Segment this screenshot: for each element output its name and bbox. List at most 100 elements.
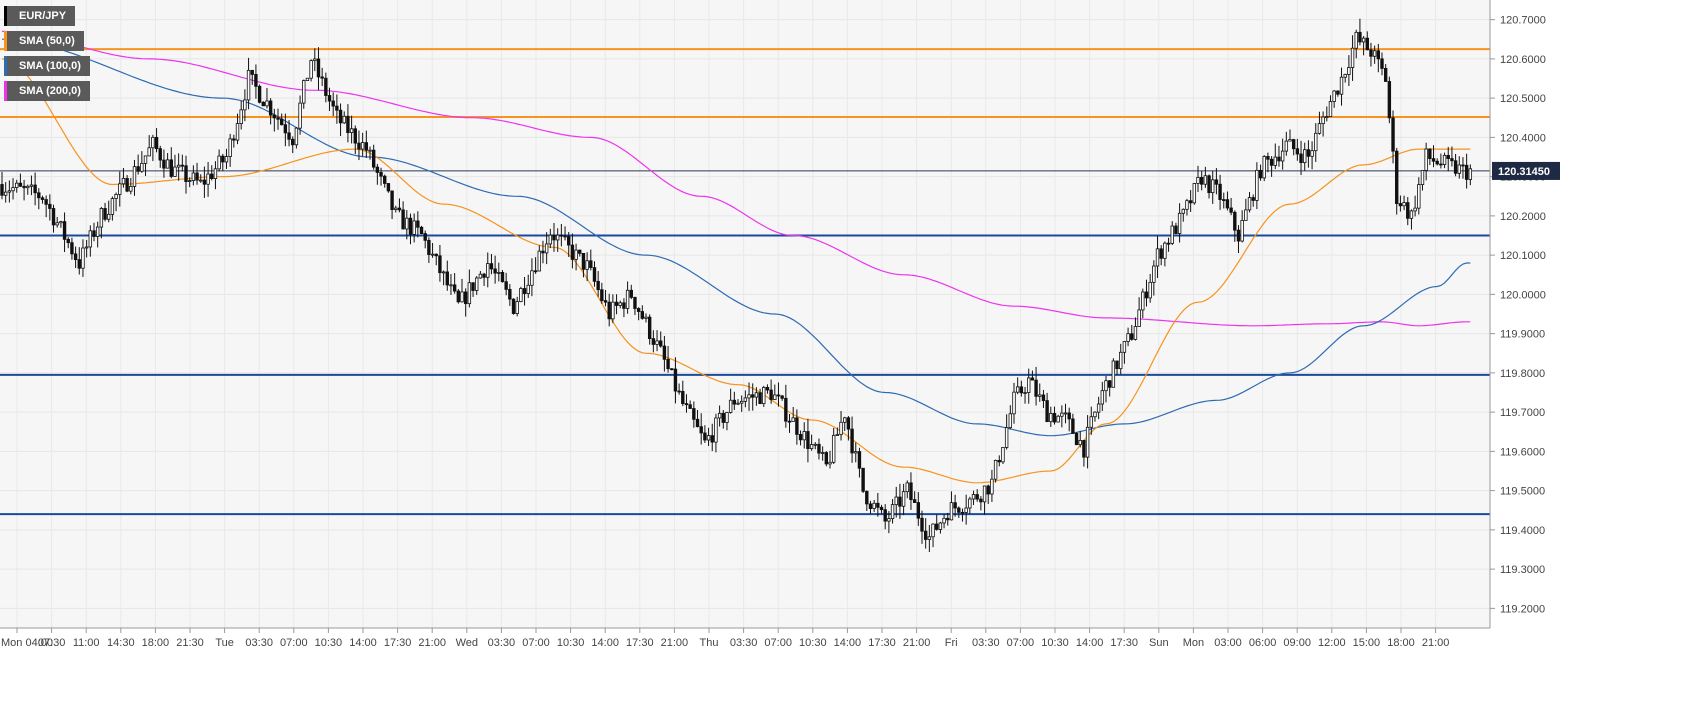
candle-body xyxy=(854,451,858,454)
x-tick-label: 03:30 xyxy=(245,637,273,649)
candle-body xyxy=(353,128,357,144)
candle-body xyxy=(1199,177,1204,185)
x-tick-label: 14:00 xyxy=(591,637,619,649)
candle-body xyxy=(1262,156,1266,179)
candle-body xyxy=(70,242,74,255)
candle-body xyxy=(787,420,792,423)
candle-body xyxy=(725,412,729,423)
candle-body xyxy=(1181,208,1185,214)
candle-body xyxy=(798,434,803,441)
candle-body xyxy=(960,511,965,514)
candle-body xyxy=(508,288,512,300)
candle-body xyxy=(1299,153,1303,164)
candle-body xyxy=(427,239,431,255)
support-resistance-levels xyxy=(0,48,1490,516)
candle-body xyxy=(84,246,89,249)
candle-body xyxy=(968,498,972,509)
candle-body xyxy=(349,128,354,134)
x-tick-label: 11:00 xyxy=(73,637,100,649)
legend-sma-100[interactable]: SMA (100,0) xyxy=(4,56,90,76)
candle-body xyxy=(1071,418,1075,434)
candle-body xyxy=(55,222,59,226)
candle-body xyxy=(1288,139,1292,142)
y-tick-label: 119.9000 xyxy=(1500,329,1545,341)
candle-body xyxy=(257,85,262,103)
candle-body xyxy=(313,58,317,61)
y-tick-label: 119.2000 xyxy=(1500,603,1545,615)
candle-body xyxy=(559,234,564,237)
candle-body xyxy=(876,502,880,508)
candle-body xyxy=(1214,179,1219,185)
candle-body xyxy=(1244,209,1248,221)
candle-body xyxy=(905,482,909,493)
candle-body xyxy=(1023,392,1027,394)
legend-sma-50[interactable]: SMA (50,0) xyxy=(4,31,90,51)
candle-body xyxy=(1038,394,1042,397)
candle-body xyxy=(820,452,825,454)
x-tick-label: 14:30 xyxy=(107,637,135,649)
candle-body xyxy=(202,179,207,185)
candle-body xyxy=(625,289,630,309)
candle-body xyxy=(1174,225,1178,234)
candle-body xyxy=(552,234,556,241)
candle-body xyxy=(121,178,126,185)
candle-body xyxy=(147,147,151,157)
candle-body xyxy=(59,221,63,224)
candle-body xyxy=(1343,74,1347,78)
candle-body xyxy=(751,394,755,398)
legend-symbol[interactable]: EUR/JPY xyxy=(4,6,90,26)
candle-body xyxy=(0,184,4,196)
x-tick-label: 10:30 xyxy=(557,637,585,649)
candle-body xyxy=(931,523,935,538)
candle-body xyxy=(360,142,365,150)
candle-body xyxy=(397,207,402,211)
last-price-badge-bg xyxy=(1492,161,1560,180)
candle-body xyxy=(986,485,990,495)
sma-100-label: SMA (100,0) xyxy=(4,56,90,76)
x-tick-label: Tue xyxy=(215,637,234,649)
candle-body xyxy=(302,80,306,104)
candle-body xyxy=(1085,426,1090,458)
y-tick-label: 119.4000 xyxy=(1500,525,1545,537)
candle-body xyxy=(1082,440,1086,458)
candle-body xyxy=(644,316,648,319)
x-tick-label: Sun xyxy=(1149,637,1169,649)
candle-body xyxy=(279,118,284,126)
candle-body xyxy=(51,208,56,226)
candle-body xyxy=(846,417,851,430)
candle-body xyxy=(809,444,814,449)
candle-body xyxy=(132,166,137,187)
candle-body xyxy=(235,123,240,141)
candle-body xyxy=(3,191,8,196)
candle-body xyxy=(1372,50,1377,57)
candle-body xyxy=(1222,199,1226,201)
candle-body xyxy=(1185,200,1189,210)
legend-sma-200[interactable]: SMA (200,0) xyxy=(4,81,90,101)
candle-body xyxy=(1144,291,1149,299)
candle-body xyxy=(541,250,545,254)
candle-body xyxy=(1464,164,1469,180)
candle-body xyxy=(206,173,210,185)
candle-body xyxy=(706,435,711,441)
candle-body xyxy=(261,101,265,107)
candle-body xyxy=(1361,37,1366,43)
x-tick-label: Mon 04:00 xyxy=(1,637,53,649)
candle-body xyxy=(739,400,744,404)
candle-body xyxy=(780,395,784,399)
candle-body xyxy=(423,233,427,241)
candle-body xyxy=(1453,160,1458,174)
candle-body xyxy=(486,263,490,278)
candle-body xyxy=(26,185,30,189)
candle-body xyxy=(1369,49,1373,57)
candle-body xyxy=(272,114,277,119)
candle-body xyxy=(662,345,667,360)
x-tick-label: 07:00 xyxy=(522,637,550,649)
candle-body xyxy=(1052,413,1057,423)
last-price-label: 120.31450 xyxy=(1498,166,1550,178)
candle-body xyxy=(294,127,299,146)
candle-body xyxy=(1310,150,1314,157)
candle-body xyxy=(522,288,527,294)
x-tick-label: 21:00 xyxy=(661,637,689,649)
candle-body xyxy=(629,289,633,298)
